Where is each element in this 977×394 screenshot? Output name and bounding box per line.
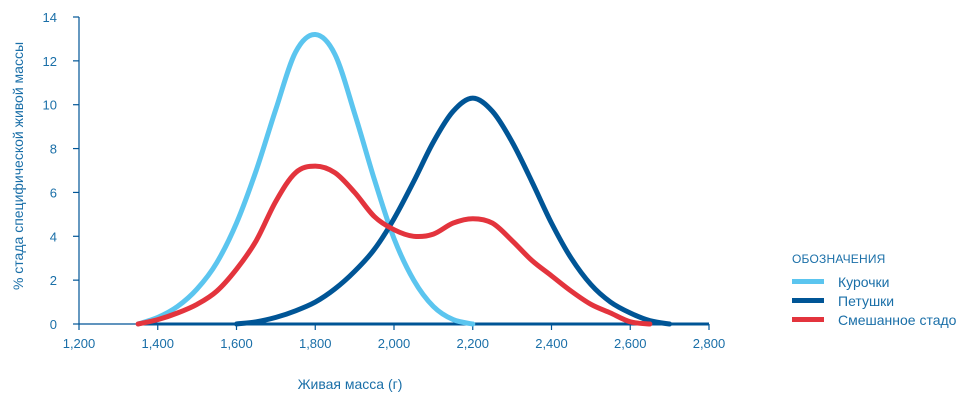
series-line-2	[234, 95, 673, 327]
x-tick-label: 2,600	[614, 336, 647, 351]
x-tick-label: 1,200	[63, 336, 96, 351]
y-tick-label: 8	[50, 142, 57, 157]
y-tick-label: 12	[43, 54, 57, 69]
y-tick-label: 6	[50, 185, 57, 200]
chart-axes	[78, 17, 709, 325]
x-tick-label: 1,800	[299, 336, 332, 351]
legend-title: ОБОЗНАЧЕНИЯ	[792, 252, 886, 266]
legend-label: Петушки	[838, 292, 895, 309]
legend-swatch	[792, 279, 824, 284]
y-tick-label: 4	[50, 229, 57, 244]
legend: ОБОЗНАЧЕНИЯ Курочки Петушки Смешанное ст…	[792, 252, 956, 329]
x-axis-title: Живая масса (г)	[298, 376, 403, 392]
series-lines	[135, 32, 709, 327]
legend-item: Петушки	[792, 291, 956, 310]
series-line-3	[135, 163, 653, 327]
series-line-1	[135, 32, 476, 327]
legend-swatch	[792, 317, 824, 322]
legend-item: Смешанное стадо	[792, 310, 956, 329]
x-axis-ticks: 1,200 1,400 1,600 1,800 2,000 2,200 2,400 2,600…	[63, 324, 726, 351]
y-tick-label: 14	[43, 10, 57, 25]
legend-label: Курочки	[838, 273, 890, 290]
x-tick-label: 2,400	[535, 336, 568, 351]
y-tick-label: 10	[43, 98, 57, 113]
x-tick-label: 1,600	[220, 336, 253, 351]
legend-swatch	[792, 298, 824, 303]
x-tick-label: 2,200	[456, 336, 489, 351]
y-tick-label: 0	[50, 317, 57, 332]
legend-item: Курочки	[792, 272, 956, 291]
legend-label: Смешанное стадо	[838, 311, 957, 328]
x-tick-label: 1,400	[141, 336, 174, 351]
y-tick-label: 2	[50, 273, 57, 288]
y-axis-ticks: 0 2 4 6 8 10 12 14	[43, 10, 79, 332]
y-axis-title: % стада специфической живой массы	[10, 42, 26, 290]
x-tick-label: 2,800	[693, 336, 726, 351]
x-tick-label: 2,000	[378, 336, 411, 351]
